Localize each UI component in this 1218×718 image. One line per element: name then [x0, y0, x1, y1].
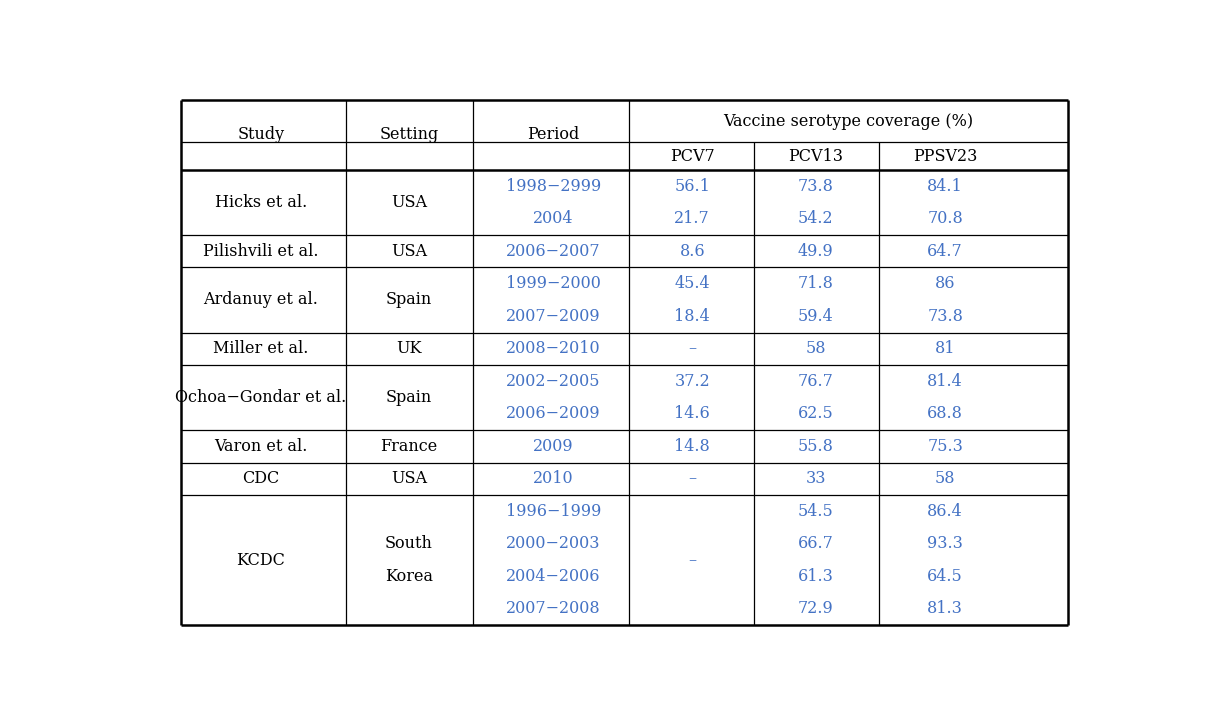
- Text: PCV7: PCV7: [670, 148, 715, 164]
- Text: 2006−2007: 2006−2007: [507, 243, 600, 260]
- Text: 73.8: 73.8: [798, 177, 834, 195]
- Text: 14.8: 14.8: [675, 438, 710, 454]
- Text: UK: UK: [396, 340, 421, 358]
- Text: Varon et al.: Varon et al.: [214, 438, 307, 454]
- Text: 1998−2999: 1998−2999: [505, 177, 600, 195]
- Text: Vaccine serotype coverage (%): Vaccine serotype coverage (%): [723, 113, 973, 130]
- Text: 2008−2010: 2008−2010: [507, 340, 600, 358]
- Text: 55.8: 55.8: [798, 438, 834, 454]
- Text: Korea: Korea: [385, 568, 434, 585]
- Text: Miller et al.: Miller et al.: [213, 340, 308, 358]
- Text: 54.5: 54.5: [798, 503, 834, 520]
- Text: 86: 86: [935, 275, 955, 292]
- Text: 81.4: 81.4: [927, 373, 963, 390]
- Text: 18.4: 18.4: [675, 308, 710, 325]
- Text: 2000−2003: 2000−2003: [507, 536, 600, 552]
- Text: 8.6: 8.6: [680, 243, 705, 260]
- Text: France: France: [380, 438, 437, 454]
- Text: 2007−2009: 2007−2009: [507, 308, 600, 325]
- Text: Spain: Spain: [386, 389, 432, 406]
- Text: 73.8: 73.8: [927, 308, 963, 325]
- Text: 21.7: 21.7: [675, 210, 710, 227]
- Text: 64.5: 64.5: [927, 568, 963, 585]
- Text: 49.9: 49.9: [798, 243, 834, 260]
- Text: Pilishvili et al.: Pilishvili et al.: [203, 243, 319, 260]
- Text: South: South: [385, 536, 432, 552]
- Text: 71.8: 71.8: [798, 275, 834, 292]
- Text: PPSV23: PPSV23: [914, 148, 977, 164]
- Text: Study: Study: [238, 126, 284, 144]
- Text: 2006−2009: 2006−2009: [507, 405, 600, 422]
- Text: 64.7: 64.7: [927, 243, 963, 260]
- Text: 81.3: 81.3: [927, 600, 963, 617]
- Text: 2004−2006: 2004−2006: [507, 568, 600, 585]
- Text: –: –: [688, 551, 697, 569]
- Text: Ochoa−Gondar et al.: Ochoa−Gondar et al.: [175, 389, 346, 406]
- Text: 58: 58: [935, 470, 955, 488]
- Text: USA: USA: [391, 194, 428, 211]
- Text: –: –: [688, 470, 697, 488]
- Text: 68.8: 68.8: [927, 405, 963, 422]
- Text: 2002−2005: 2002−2005: [507, 373, 600, 390]
- Text: USA: USA: [391, 243, 428, 260]
- Text: 76.7: 76.7: [798, 373, 834, 390]
- Text: Period: Period: [527, 126, 580, 144]
- Text: 72.9: 72.9: [798, 600, 834, 617]
- Text: 2007−2008: 2007−2008: [507, 600, 600, 617]
- Text: CDC: CDC: [242, 470, 279, 488]
- Text: 59.4: 59.4: [798, 308, 834, 325]
- Text: 2010: 2010: [533, 470, 574, 488]
- Text: Ardanuy et al.: Ardanuy et al.: [203, 292, 318, 309]
- Text: 62.5: 62.5: [798, 405, 834, 422]
- Text: 14.6: 14.6: [675, 405, 710, 422]
- Text: 1996−1999: 1996−1999: [505, 503, 602, 520]
- Text: Hicks et al.: Hicks et al.: [214, 194, 307, 211]
- Text: –: –: [688, 340, 697, 358]
- Text: 37.2: 37.2: [675, 373, 710, 390]
- Text: PCV13: PCV13: [788, 148, 843, 164]
- Text: 81: 81: [935, 340, 955, 358]
- Text: 56.1: 56.1: [675, 177, 710, 195]
- Text: 70.8: 70.8: [927, 210, 963, 227]
- Text: 84.1: 84.1: [927, 177, 963, 195]
- Text: 2004: 2004: [533, 210, 574, 227]
- Text: Spain: Spain: [386, 292, 432, 309]
- Text: 61.3: 61.3: [798, 568, 834, 585]
- Text: 2009: 2009: [533, 438, 574, 454]
- Text: 54.2: 54.2: [798, 210, 833, 227]
- Text: 75.3: 75.3: [927, 438, 963, 454]
- Text: 58: 58: [805, 340, 826, 358]
- Text: USA: USA: [391, 470, 428, 488]
- Text: 1999−2000: 1999−2000: [505, 275, 600, 292]
- Text: 45.4: 45.4: [675, 275, 710, 292]
- Text: Setting: Setting: [379, 126, 438, 144]
- Text: 93.3: 93.3: [927, 536, 963, 552]
- Text: KCDC: KCDC: [236, 551, 285, 569]
- Text: 33: 33: [805, 470, 826, 488]
- Text: 66.7: 66.7: [798, 536, 834, 552]
- Text: 86.4: 86.4: [927, 503, 963, 520]
